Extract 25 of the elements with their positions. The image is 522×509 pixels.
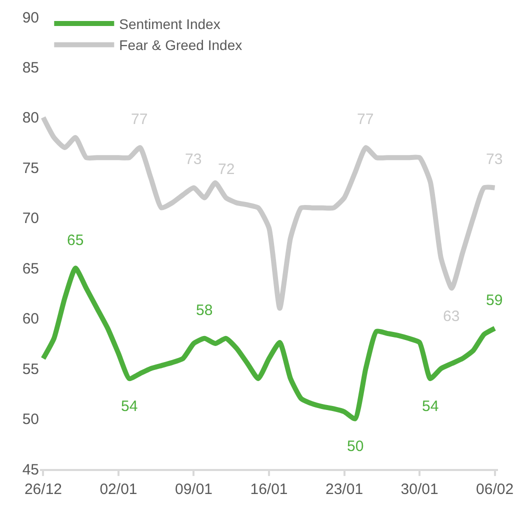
y-tick-label: 45: [22, 461, 39, 478]
legend-label: Fear & Greed Index: [119, 37, 242, 54]
x-tick-label: 23/01: [325, 481, 364, 498]
y-tick-label: 60: [22, 310, 39, 328]
legend-label: Sentiment Index: [119, 16, 220, 32]
data-label: 54: [422, 398, 439, 415]
data-label: 50: [347, 438, 364, 455]
x-tick-label: 26/12: [24, 481, 62, 498]
x-tick-label: 16/01: [250, 481, 288, 498]
y-tick-label: 75: [22, 160, 39, 177]
y-tick-label: 65: [22, 260, 39, 278]
y-tick-label: 70: [22, 210, 39, 228]
y-tick-label: 80: [22, 110, 39, 127]
x-tick-label: 30/01: [400, 481, 438, 498]
y-tick-label: 55: [22, 360, 39, 378]
data-label: 54: [121, 398, 138, 415]
data-label: 58: [196, 302, 213, 319]
x-tick-label: 02/01: [100, 481, 138, 498]
x-tick-label: 06/02: [476, 481, 514, 498]
data-label: 65: [67, 232, 84, 249]
y-tick-label: 90: [22, 9, 39, 26]
data-label: 59: [486, 292, 503, 309]
x-tick-label: 09/01: [174, 481, 213, 498]
y-tick-label: 50: [22, 411, 39, 428]
y-tick-label: 85: [22, 59, 39, 76]
